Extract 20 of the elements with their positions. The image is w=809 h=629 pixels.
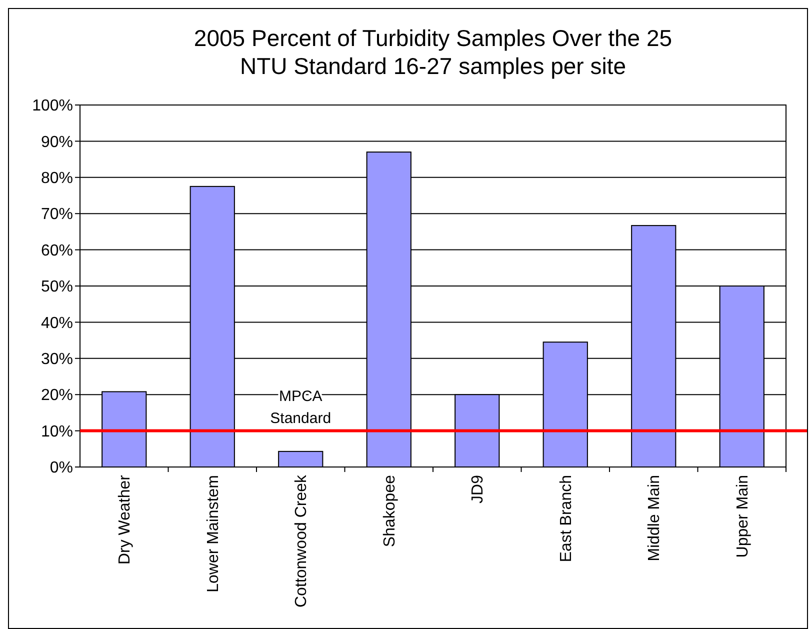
x-tick-label: Cottonwood Creek bbox=[293, 474, 310, 608]
y-tick-label: 50% bbox=[40, 278, 73, 296]
y-tick-label: 20% bbox=[40, 387, 73, 404]
y-tick-label: 30% bbox=[40, 351, 73, 368]
x-tick-label: Upper Main bbox=[734, 475, 752, 558]
x-tick-label: Shakopee bbox=[381, 474, 398, 548]
y-tick-label: 40% bbox=[40, 314, 73, 332]
y-tick-label: 70% bbox=[40, 206, 73, 224]
y-tick-label: 10% bbox=[40, 423, 73, 440]
y-tick-label: 90% bbox=[40, 134, 73, 151]
x-tick-label: East Branch bbox=[558, 475, 575, 562]
x-tick-label: Middle Main bbox=[646, 475, 664, 562]
y-tick-label: 100% bbox=[32, 98, 73, 115]
y-tick-label: 80% bbox=[40, 170, 73, 187]
y-tick-label: 60% bbox=[40, 242, 73, 260]
chart-title: 2005 Percent of Turbidity Samples Over the 25 NTU Standard 16-27 samples per site bbox=[194, 25, 672, 79]
x-tick-label: Lower Mainstem bbox=[204, 475, 222, 592]
x-tick-label: Dry Weather bbox=[116, 474, 134, 565]
y-tick-label: 0% bbox=[50, 460, 73, 477]
x-tick-label: JD9 bbox=[470, 474, 487, 504]
